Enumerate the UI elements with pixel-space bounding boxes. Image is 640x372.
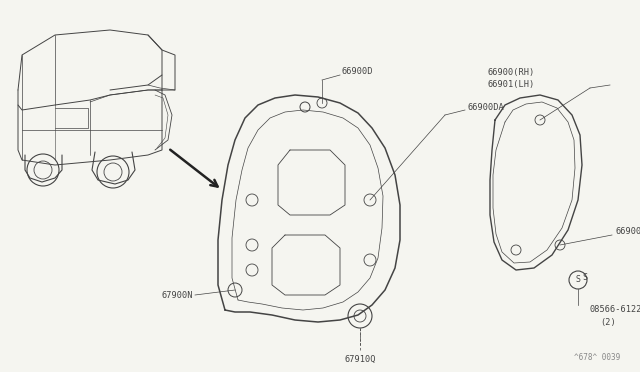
Text: 08566-6122A: 08566-6122A <box>590 305 640 314</box>
Text: 67900N: 67900N <box>161 291 193 299</box>
Text: 66900E: 66900E <box>615 228 640 237</box>
Text: ^678^ 0039: ^678^ 0039 <box>573 353 620 362</box>
Text: 66900(RH): 66900(RH) <box>488 67 535 77</box>
Text: 66900DA: 66900DA <box>467 103 504 112</box>
Text: 67910Q: 67910Q <box>344 355 376 364</box>
Text: 66901(LH): 66901(LH) <box>488 80 535 89</box>
Text: (2): (2) <box>600 318 616 327</box>
Text: S: S <box>582 273 587 282</box>
Text: 66900D: 66900D <box>342 67 374 77</box>
Text: S: S <box>575 276 580 285</box>
